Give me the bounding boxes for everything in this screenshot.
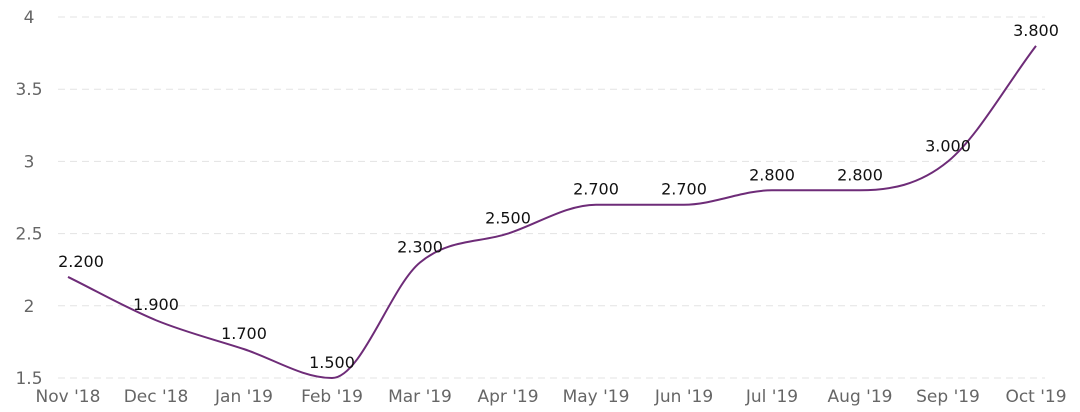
data-label: 2.300 [397, 237, 443, 256]
data-label: 1.500 [309, 353, 355, 372]
data-label: 2.700 [661, 180, 707, 199]
data-label: 3.000 [925, 136, 971, 155]
data-label: 2.800 [749, 165, 795, 184]
data-label: 1.900 [133, 295, 179, 314]
x-tick-label: Nov '18 [36, 387, 101, 407]
y-axis: 1.5 2 2.5 3 3.5 4 [15, 8, 42, 389]
x-tick-label: Jan '19 [214, 387, 273, 407]
data-label: 1.700 [221, 324, 267, 343]
y-tick-label: 2 [24, 297, 35, 317]
x-tick-label: Feb '19 [301, 387, 363, 407]
y-tick-label: 2.5 [15, 225, 42, 245]
x-tick-label: Sep '19 [916, 387, 980, 407]
data-label: 2.500 [485, 209, 531, 228]
x-tick-label: Mar '19 [388, 387, 452, 407]
x-tick-label: Jul '19 [745, 387, 798, 407]
x-tick-label: Aug '19 [828, 387, 893, 407]
grid-layer [58, 16, 1045, 379]
x-tick-label: May '19 [563, 387, 630, 407]
data-label: 2.200 [58, 252, 104, 271]
y-tick-label: 3 [24, 152, 35, 172]
x-tick-label: Apr '19 [477, 387, 538, 407]
data-label: 3.800 [1013, 21, 1059, 40]
y-tick-label: 3.5 [15, 80, 42, 100]
x-tick-label: Dec '18 [124, 387, 189, 407]
series-layer [67, 45, 1037, 380]
data-label: 2.800 [837, 165, 883, 184]
series-line [67, 45, 1037, 380]
x-tick-label: Oct '19 [1005, 387, 1066, 407]
y-tick-label: 1.5 [15, 369, 42, 389]
data-label: 2.700 [573, 180, 619, 199]
x-tick-label: Jun '19 [654, 387, 713, 407]
y-tick-label: 4 [24, 8, 35, 28]
x-axis: Nov '18 Dec '18 Jan '19 Feb '19 Mar '19 Apr '… [36, 387, 1067, 407]
data-label-layer: 2.200 1.900 1.700 1.500 2.300 2.500 2.700 2.700… [58, 21, 1059, 372]
